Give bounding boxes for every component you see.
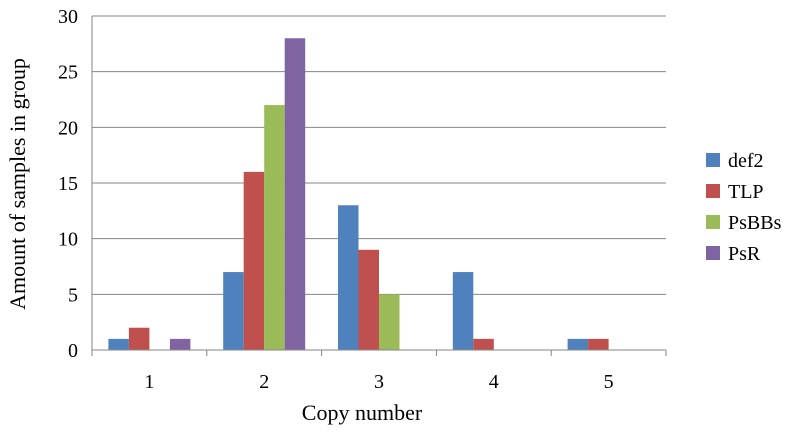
legend-label: def2 [728,150,764,172]
y-tick-label: 20 [58,117,78,139]
bar-TLP-3 [358,249,379,350]
x-tick-label: 4 [489,371,499,393]
bar-PsR-2 [284,38,306,351]
legend-label: PsBBs [728,212,782,234]
bar-def2-1 [108,338,129,350]
x-axis-title: Copy number [302,400,423,425]
y-tick-label: 10 [58,229,78,251]
legend-swatch [706,153,720,167]
bar-TLP-2 [243,171,265,350]
bar-def2-3 [338,205,359,350]
y-tick-labels: 0 5 10 15 20 25 30 [58,6,78,362]
y-tick-label: 30 [58,6,78,28]
x-tick-label: 1 [144,371,154,393]
legend-swatch [706,246,720,260]
bar-PsBBs-2 [264,105,285,350]
bar-def2-4 [452,272,474,350]
legend-swatch [706,184,720,198]
x-tick-label: 3 [374,371,384,393]
x-tick-labels: 1 2 3 4 5 [144,371,613,393]
bar-def2-5 [567,338,589,350]
x-tick-label: 5 [604,371,614,393]
bar-TLP-5 [588,338,609,350]
bars [108,38,609,351]
bar-TLP-1 [128,327,150,350]
legend-swatch [706,215,720,229]
y-tick-label: 0 [68,340,78,362]
bar-def2-2 [223,272,244,350]
y-tick-label: 25 [58,62,78,84]
bar-PsBBs-3 [379,294,400,350]
legend-label: TLP [728,181,764,203]
y-tick-label: 5 [68,284,78,306]
y-tick-label: 15 [58,173,78,195]
bar-TLP-4 [473,338,494,350]
legend-label: PsR [728,243,761,265]
gridlines [92,15,666,295]
legend: def2 TLP PsBBs PsR [706,150,782,265]
y-axis-title: Amount of samples in group [5,58,30,310]
x-tick-label: 2 [259,371,269,393]
axes [91,16,667,356]
bar-PsR-1 [169,338,191,350]
